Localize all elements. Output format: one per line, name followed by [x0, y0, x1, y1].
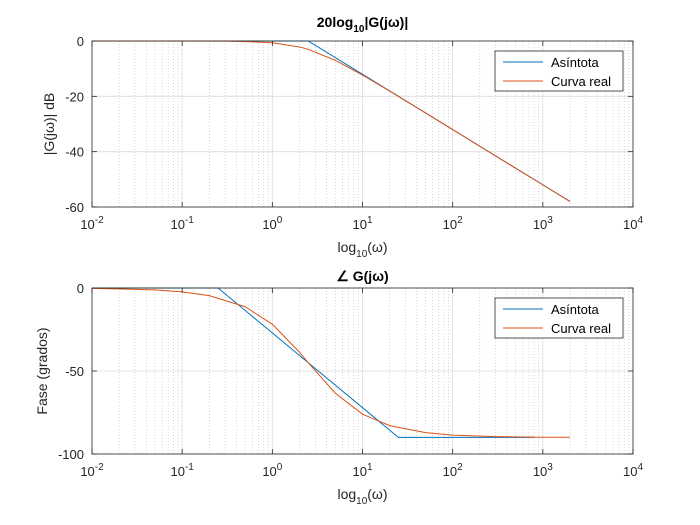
x-tick-label: 104 — [623, 462, 643, 479]
x-axis-label: log10(ω) — [337, 239, 387, 260]
chart-2: 10-2 10-1 100 101 102 103 104 0 -50 -100 ∠ G(jω) lo… — [34, 268, 643, 507]
y-tick-label: -60 — [65, 200, 84, 215]
legend-box — [494, 50, 624, 92]
y-tick-label: -40 — [65, 145, 84, 160]
x-tick-label: 10-1 — [170, 462, 194, 479]
legend-label: Asíntota — [551, 55, 599, 70]
y-tick-label: -100 — [58, 447, 84, 462]
x-tick-label: 102 — [443, 215, 463, 232]
x-tick-label: 101 — [352, 462, 372, 479]
x-tick-label: 103 — [533, 462, 553, 479]
y-tick-label: 0 — [77, 34, 84, 49]
chart-title: 20log10|G(jω)| — [317, 14, 408, 35]
legend-label: Curva real — [551, 74, 611, 89]
chart-title: ∠ G(jω) — [336, 268, 388, 284]
legend: Asíntota Curva real — [494, 297, 624, 339]
x-tick-label: 100 — [262, 462, 282, 479]
x-axis-label: log10(ω) — [337, 486, 387, 507]
legend-label: Asíntota — [551, 302, 599, 317]
legend: Asíntota Curva real — [494, 50, 624, 92]
series-line-curva-real — [91, 287, 570, 438]
y-tick-label: 0 — [77, 281, 84, 296]
x-tick-label: 103 — [533, 215, 553, 232]
legend-box — [494, 297, 624, 339]
y-axis-label: |G(jω)| dB — [41, 93, 57, 156]
y-axis-label: Fase (grados) — [34, 327, 50, 414]
x-tick-label: 10-2 — [80, 215, 104, 232]
y-tick-label: -20 — [65, 89, 84, 104]
x-tick-label: 10-1 — [170, 215, 194, 232]
chart-1: 10-2 10-1 100 101 102 103 104 0 -20 -40 -60 20log10… — [41, 14, 643, 260]
y-tick-label: -50 — [65, 364, 84, 379]
x-tick-label: 10-2 — [80, 462, 104, 479]
x-tick-label: 101 — [352, 215, 372, 232]
x-tick-label: 102 — [443, 462, 463, 479]
x-tick-label: 104 — [623, 215, 643, 232]
legend-label: Curva real — [551, 321, 611, 336]
x-tick-label: 100 — [262, 215, 282, 232]
